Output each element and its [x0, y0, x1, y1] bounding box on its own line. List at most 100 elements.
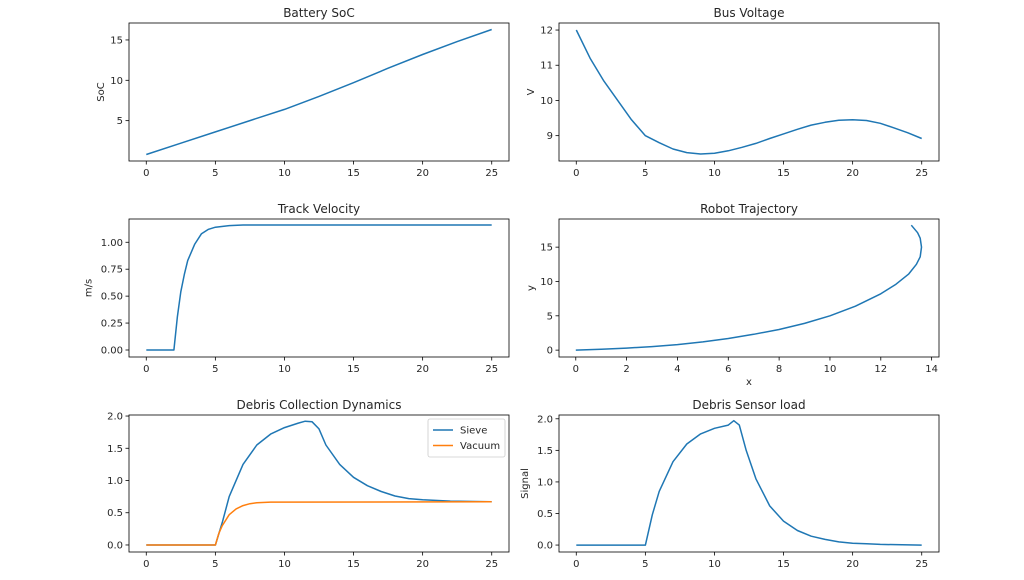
axes-frame	[558, 414, 940, 553]
y-axis-label: m/s	[83, 279, 94, 297]
y-tick-label: 0.0	[107, 540, 123, 551]
x-tick-label: 5	[212, 168, 218, 179]
y-axis-label: SoC	[96, 82, 107, 101]
x-tick-label: 0	[143, 559, 149, 570]
y-tick-label: 0.50	[101, 292, 123, 303]
x-tick-label: 4	[674, 364, 680, 375]
x-tick-label: 0	[573, 168, 579, 179]
axes-frame	[558, 218, 940, 358]
y-axis-label: V	[526, 88, 537, 95]
x-tick-label: 10	[278, 168, 291, 179]
x-tick-label: 12	[874, 364, 887, 375]
x-tick-label: 25	[485, 364, 498, 375]
y-tick-label: 2.0	[107, 412, 123, 423]
x-tick-label: 20	[416, 559, 429, 570]
series-line-soc	[146, 28, 492, 156]
x-tick-label: 5	[642, 168, 648, 179]
series-line-path	[575, 224, 923, 351]
y-tick-label: 5	[117, 116, 123, 127]
y-tick-label: 11	[540, 61, 553, 72]
subplot-1: Battery SoC 0 5 10 15 20 25 5 10 15 SoC	[96, 6, 510, 179]
y-tick-label: 1.5	[537, 446, 553, 457]
legend-label: Sieve	[460, 426, 487, 437]
chart-title: Battery SoC	[283, 6, 355, 20]
x-tick-label: 10	[708, 559, 721, 570]
y-tick-label: 9	[547, 131, 553, 142]
subplot-3: Track Velocity 0 5 10 15 20 25 0.00 0.25 0.50 0.75…	[83, 202, 510, 375]
x-tick-label: 25	[915, 168, 928, 179]
x-tick-label: 5	[212, 559, 218, 570]
x-tick-label: 10	[708, 168, 721, 179]
subplot-5: Debris Collection Dynamics 0 5 10 15 20 25 0.0 0…	[107, 398, 510, 570]
subplot-2: Bus Voltage 0 5 10 15 20 25 9 10 11 12 V	[526, 6, 940, 179]
y-tick-label: 10	[540, 277, 553, 288]
y-tick-label: 1.0	[107, 476, 123, 487]
series-line-sieve	[146, 420, 492, 546]
x-axis-label: x	[746, 377, 752, 388]
x-tick-label: 20	[846, 559, 859, 570]
x-tick-label: 20	[416, 364, 429, 375]
x-tick-label: 0	[143, 364, 149, 375]
chart-title: Debris Sensor load	[692, 398, 805, 412]
y-tick-label: 12	[540, 26, 553, 37]
y-tick-label: 10	[540, 96, 553, 107]
y-axis-label: Signal	[520, 468, 531, 499]
x-tick-label: 0	[573, 364, 579, 375]
x-tick-label: 25	[485, 168, 498, 179]
x-tick-label: 15	[347, 364, 360, 375]
axes-frame	[128, 22, 510, 162]
subplot-4: Robot Trajectory 0 2 4 6 8 10 12 14 0 5 10 15 y x	[526, 202, 940, 388]
y-tick-label: 0	[547, 346, 553, 357]
chart-title: Debris Collection Dynamics	[237, 398, 402, 412]
y-tick-label: 1.5	[107, 444, 123, 455]
chart-title: Bus Voltage	[714, 6, 785, 20]
y-tick-label: 10	[110, 76, 123, 87]
x-tick-label: 20	[416, 168, 429, 179]
subplot-6: Debris Sensor load 0 5 10 15 20 25 0.0 0.5 1.0 1.5…	[520, 398, 940, 570]
y-tick-label: 2.0	[537, 414, 553, 425]
y-tick-label: 1.0	[537, 477, 553, 488]
chart-title: Track Velocity	[277, 202, 360, 216]
x-tick-label: 25	[915, 559, 928, 570]
y-tick-label: 0.75	[101, 265, 123, 276]
y-tick-label: 1.00	[101, 238, 123, 249]
y-tick-label: 15	[540, 243, 553, 254]
x-tick-label: 20	[846, 168, 859, 179]
y-tick-label: 0.00	[101, 345, 123, 356]
series-line-vacuum	[146, 501, 492, 546]
series-line-velocity	[146, 224, 492, 351]
x-tick-label: 15	[347, 559, 360, 570]
x-tick-label: 2	[623, 364, 629, 375]
x-tick-label: 5	[212, 364, 218, 375]
legend: Sieve Vacuum	[427, 418, 506, 458]
series-line-signal	[576, 419, 922, 546]
x-tick-label: 14	[925, 364, 938, 375]
x-tick-label: 6	[725, 364, 731, 375]
x-tick-label: 10	[824, 364, 837, 375]
axes-frame	[128, 414, 510, 553]
x-tick-label: 15	[347, 168, 360, 179]
y-tick-label: 0.25	[101, 319, 123, 330]
x-tick-label: 5	[642, 559, 648, 570]
y-tick-label: 0.0	[537, 541, 553, 552]
y-tick-label: 5	[547, 311, 553, 322]
x-tick-label: 25	[485, 559, 498, 570]
y-axis-label: y	[526, 285, 537, 291]
axes-frame	[558, 22, 940, 162]
x-tick-label: 10	[278, 559, 291, 570]
y-tick-label: 0.5	[537, 509, 553, 520]
legend-box	[427, 418, 506, 458]
x-tick-label: 15	[777, 168, 790, 179]
x-tick-label: 8	[776, 364, 782, 375]
y-tick-label: 15	[110, 35, 123, 46]
series-line-v	[575, 29, 922, 155]
chart-title: Robot Trajectory	[700, 202, 798, 216]
axes-frame	[128, 218, 510, 358]
legend-label: Vacuum	[460, 441, 500, 452]
y-tick-label: 0.5	[107, 508, 123, 519]
x-tick-label: 15	[777, 559, 790, 570]
x-tick-label: 0	[573, 559, 579, 570]
x-tick-label: 0	[143, 168, 149, 179]
x-tick-label: 10	[278, 364, 291, 375]
